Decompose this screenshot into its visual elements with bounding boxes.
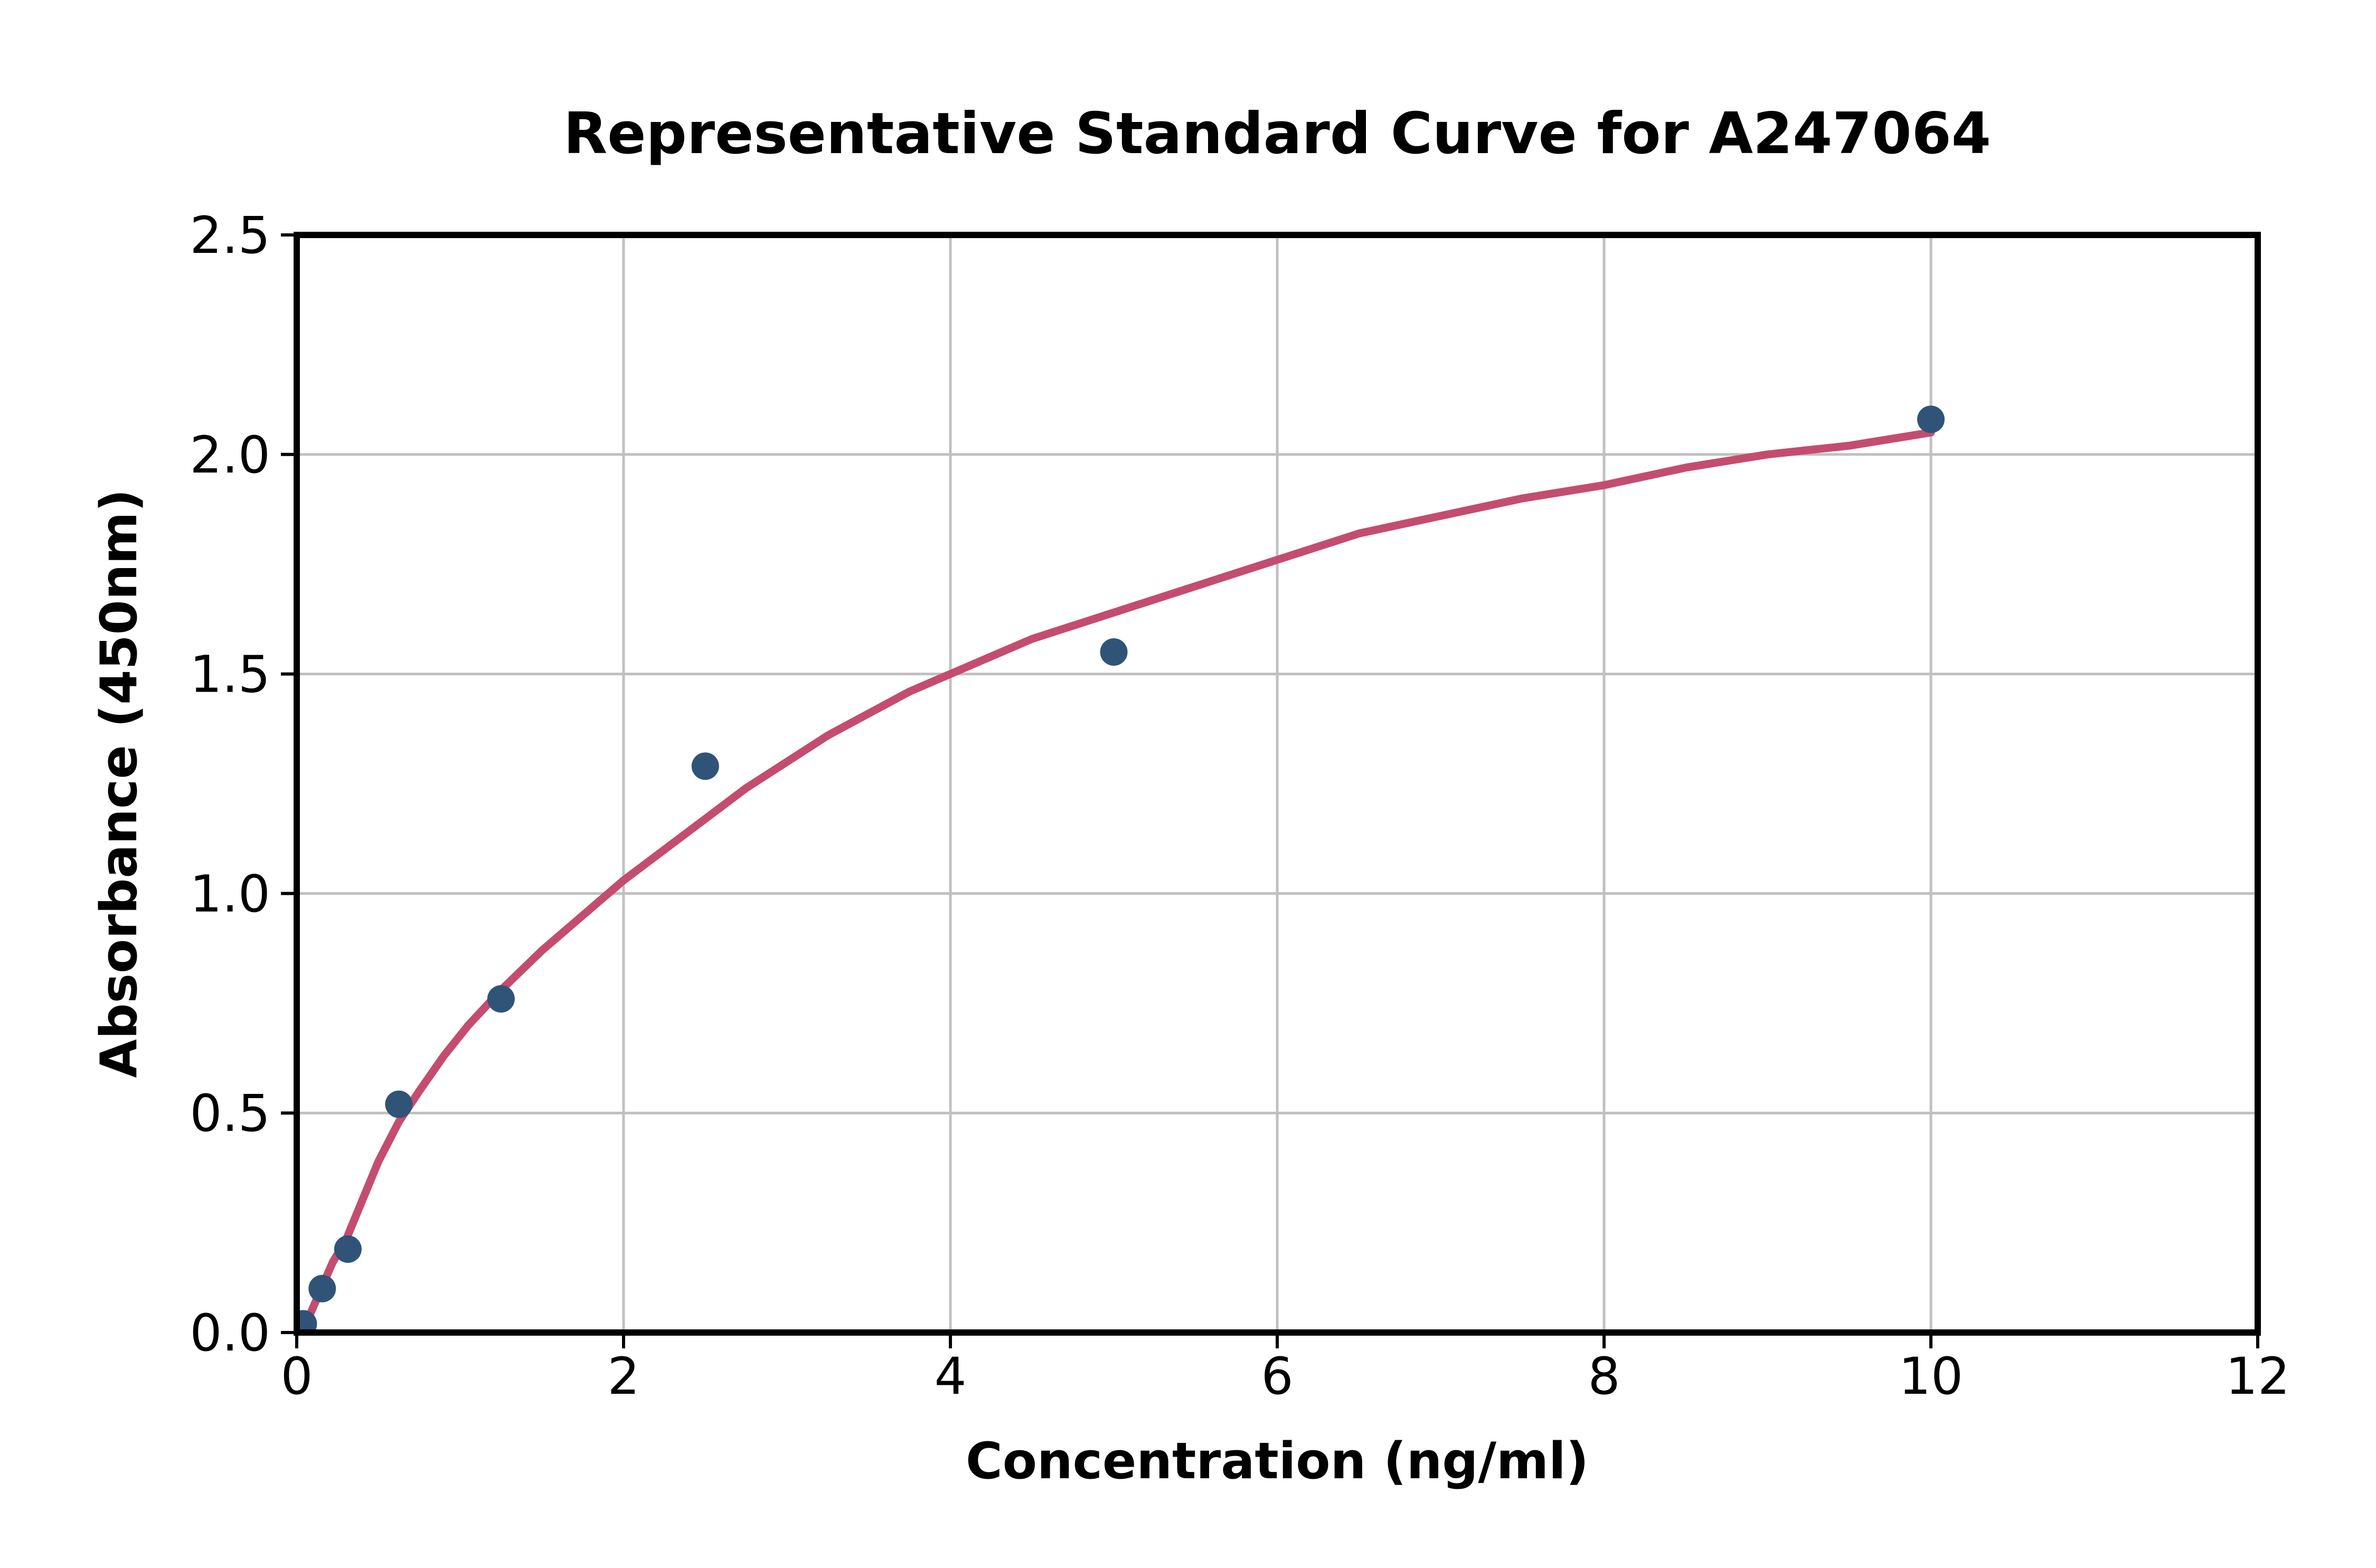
data-layer: [297, 405, 1945, 1333]
y-axis-label: Absorbance (450nm): [90, 489, 148, 1078]
x-tick-label: 10: [1899, 1347, 1963, 1406]
data-point: [691, 752, 719, 780]
x-tick-label: 12: [2226, 1347, 2290, 1406]
x-axis-label: Concentration (ng/ml): [966, 1432, 1589, 1490]
y-tick-label: 1.0: [190, 864, 270, 923]
chart-title: Representative Standard Curve for A24706…: [563, 101, 1991, 167]
data-point: [487, 985, 515, 1013]
y-tick-label: 0.0: [190, 1303, 270, 1363]
data-point: [334, 1235, 362, 1263]
data-point: [385, 1090, 413, 1118]
x-tick-label: 0: [280, 1347, 313, 1406]
data-point: [1917, 405, 1945, 433]
x-tick-label: 8: [1588, 1347, 1620, 1406]
y-tick-label: 2.5: [190, 206, 270, 265]
data-point: [297, 1310, 317, 1333]
data-point: [1100, 638, 1128, 666]
x-tick-label: 2: [607, 1347, 639, 1406]
plot-frame: [294, 232, 2261, 1336]
y-tick-label: 1.5: [190, 645, 270, 704]
data-point: [308, 1274, 336, 1302]
fitted-curve-line: [297, 428, 1935, 1333]
tick-layer: 0 2 4 6 8 10 12 0.0 0.5 1.0 1.5 2.0 2.5: [190, 206, 2290, 1406]
y-tick-label: 0.5: [190, 1084, 270, 1143]
grid-layer: [297, 235, 2258, 1333]
x-tick-label: 4: [934, 1347, 966, 1406]
y-tick-label: 2.0: [190, 426, 270, 485]
x-tick-label: 6: [1261, 1347, 1293, 1406]
